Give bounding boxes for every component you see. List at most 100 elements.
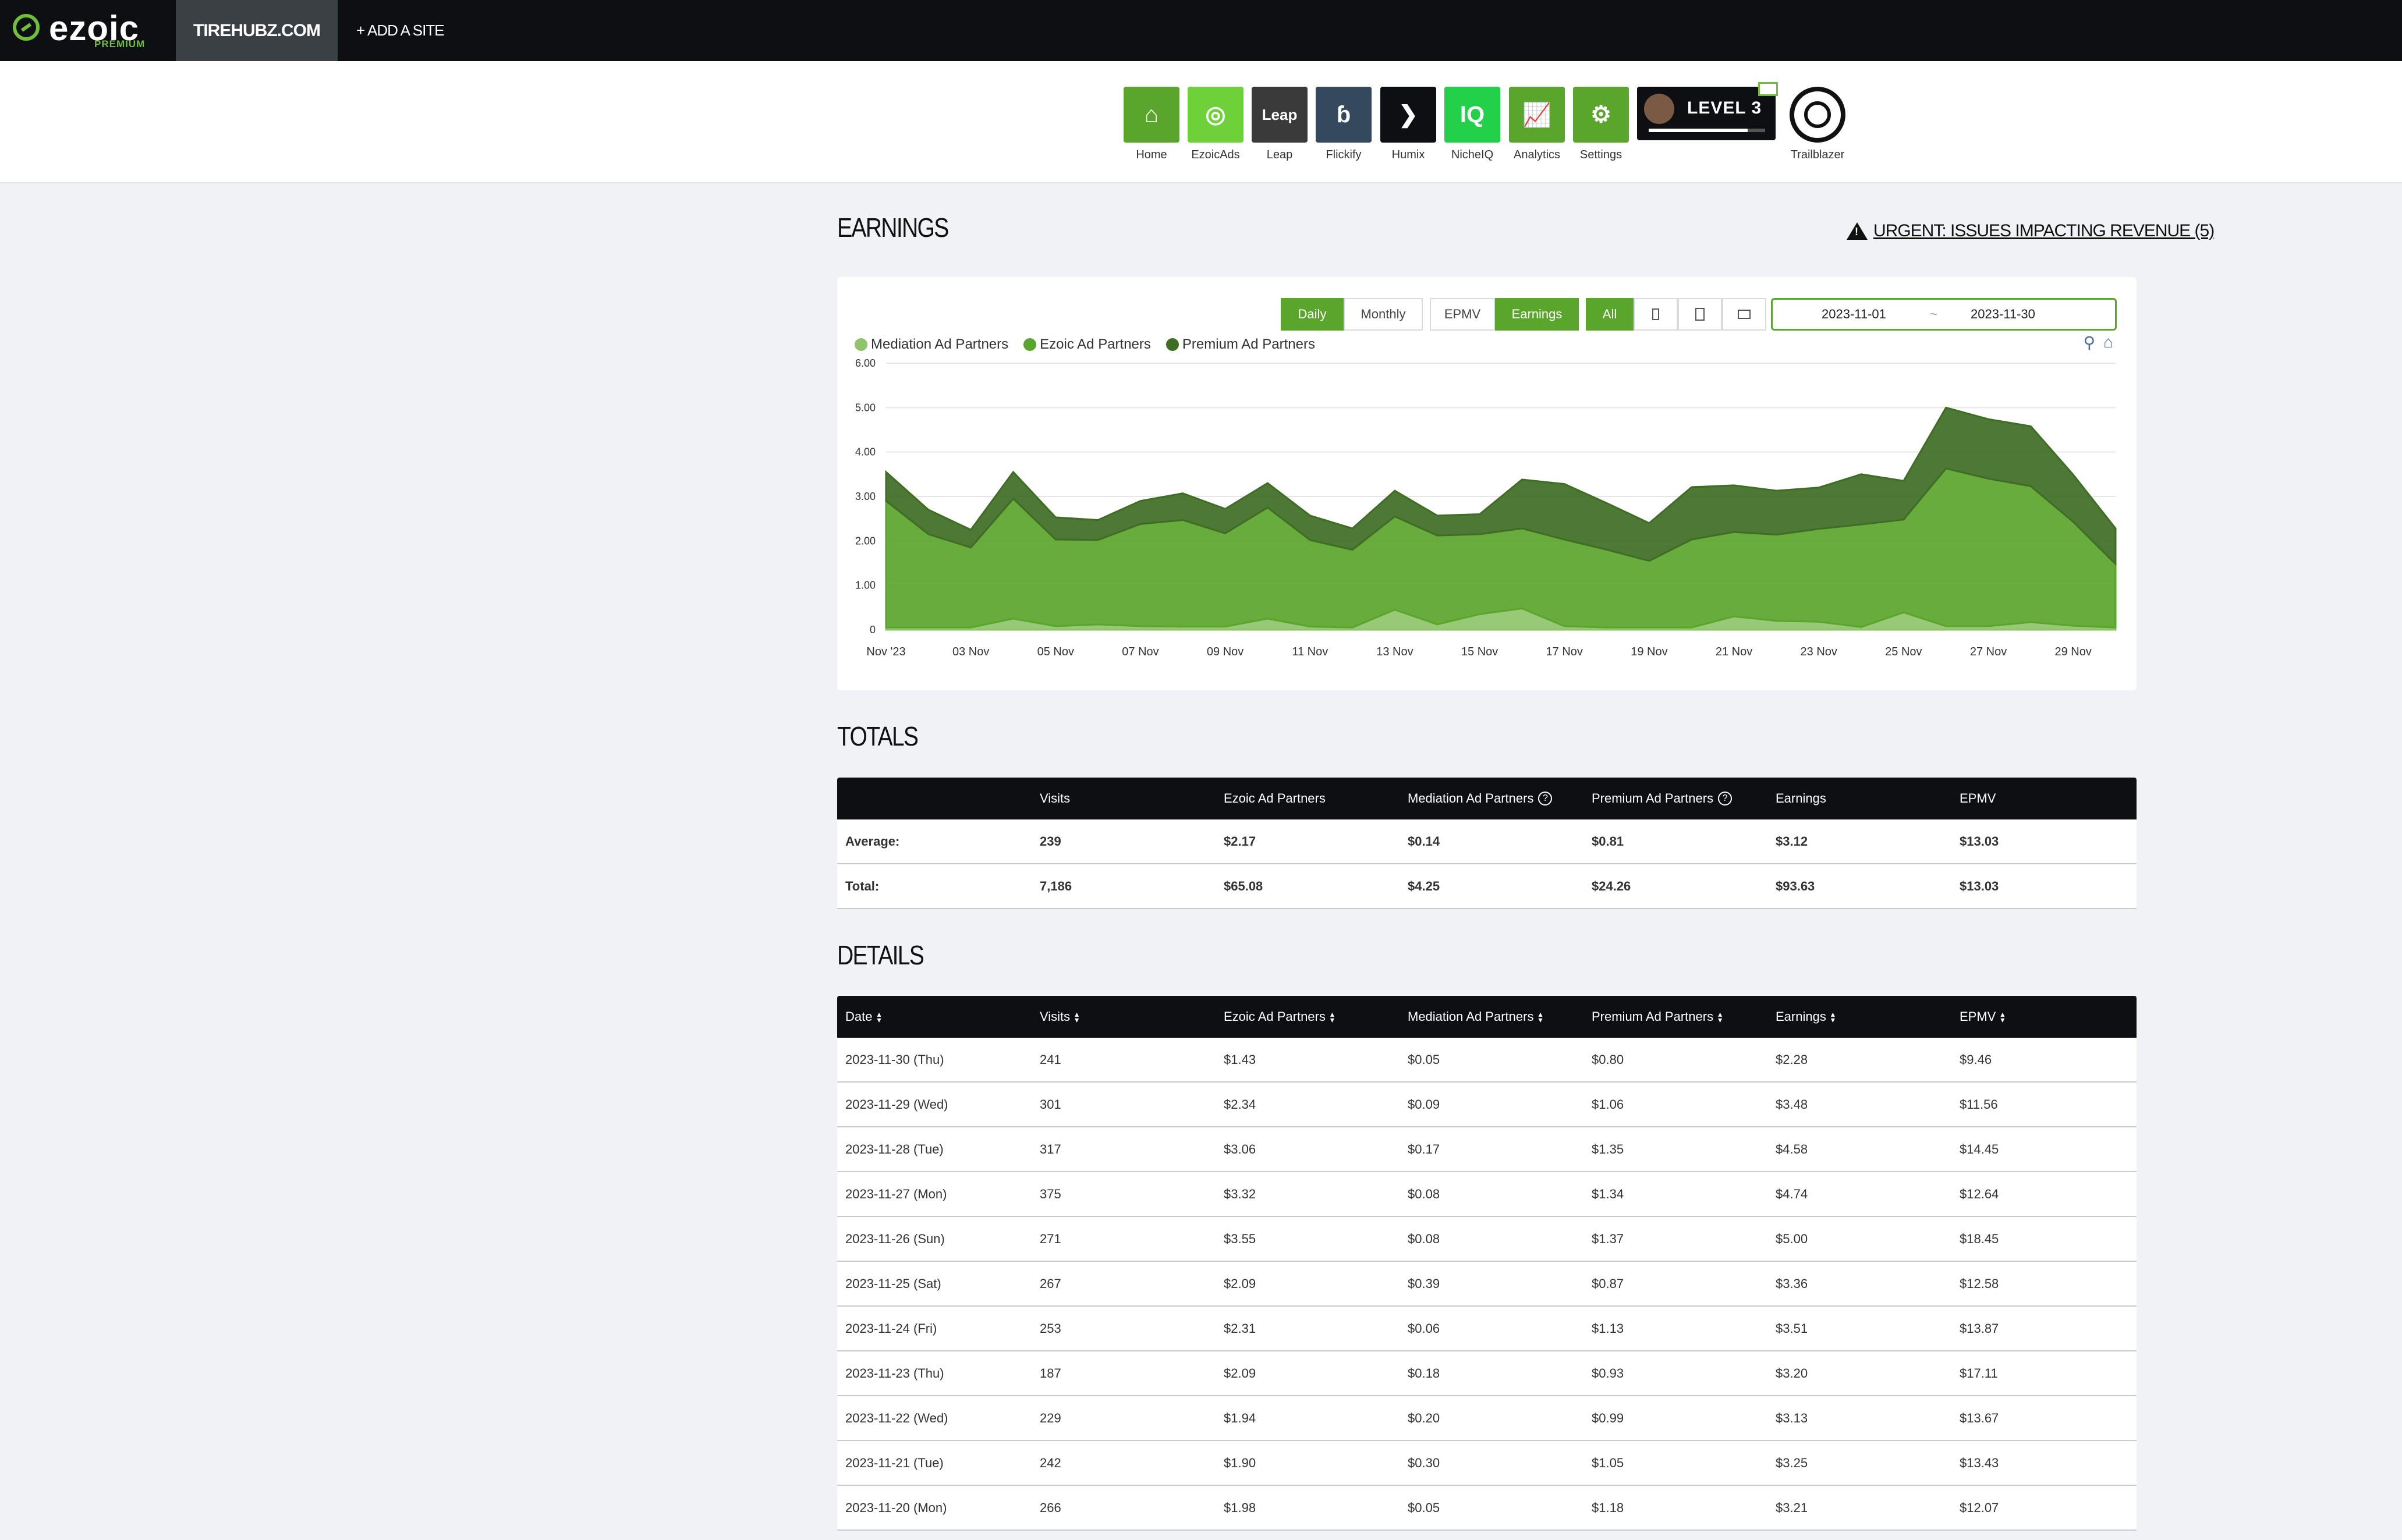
column-header[interactable]: Earnings ▴ ▾	[1767, 1009, 1951, 1024]
table-cell: $18.45	[1960, 1231, 1999, 1246]
table-row: 2023-11-21 (Tue) 242 $1.90 $0.30 $1.05 $3.25 $…	[837, 1441, 2137, 1486]
trailblazer-icon	[1790, 87, 1845, 143]
reset-zoom-home-icon[interactable]: ⌂	[2103, 333, 2113, 351]
epmv-toggle[interactable]: EPMV	[1430, 298, 1495, 331]
table-cell: $2.34	[1224, 1097, 1256, 1112]
help-icon[interactable]: ?	[1538, 792, 1553, 806]
y-tick-label: 5.00	[855, 402, 876, 413]
app-label: Leap	[1266, 148, 1293, 161]
table-cell: 242	[1040, 1455, 1061, 1470]
site-tab[interactable]: TIREHUBZ.COM	[176, 0, 338, 61]
table-row: 2023-11-22 (Wed) 229 $1.94 $0.20 $0.99 $3.13 $…	[837, 1396, 2137, 1441]
daily-toggle[interactable]: Daily	[1281, 298, 1344, 331]
app-humix[interactable]: ❯ Humix	[1380, 87, 1436, 162]
table-row: 2023-11-29 (Wed) 301 $2.34 $0.09 $1.06 $3.48 $…	[837, 1083, 2137, 1127]
table-cell: $12.58	[1960, 1276, 1999, 1291]
legend-label: Ezoic Ad Partners	[1040, 336, 1151, 352]
column-header[interactable]: Premium Ad Partners ▴ ▾	[1583, 1009, 1767, 1024]
start-date-input[interactable]: 2023-11-01	[1822, 307, 1886, 321]
app-analytics[interactable]: 📈 Analytics	[1509, 87, 1565, 162]
urgent-issues-label: URGENT: ISSUES IMPACTING REVENUE (5)	[1873, 221, 2215, 240]
app-home[interactable]: ⌂ Home	[1124, 87, 1179, 162]
details-title: DETAILS	[837, 940, 924, 970]
legend-dot	[855, 338, 867, 351]
column-header[interactable]: Visits ▴ ▾	[1032, 1009, 1216, 1024]
sort-icon[interactable]: ▴ ▾	[1538, 1009, 1543, 1024]
table-row: 2023-11-30 (Thu) 241 $1.43 $0.05 $0.80 $2.28 $…	[837, 1038, 2137, 1083]
mail-icon[interactable]	[1758, 82, 1778, 96]
table-cell: $0.08	[1408, 1186, 1440, 1201]
table-cell: $13.87	[1960, 1321, 1999, 1336]
column-header-label: Ezoic Ad Partners	[1224, 1009, 1326, 1024]
sort-icon[interactable]: ▴ ▾	[1830, 1009, 1835, 1024]
sort-icon[interactable]: ▴ ▾	[1075, 1009, 1079, 1024]
app-flickify[interactable]: ɓ Flickify	[1316, 87, 1372, 162]
x-tick-label: 15 Nov	[1461, 645, 1498, 658]
table-cell: $3.20	[1776, 1365, 1808, 1381]
table-row: 2023-11-23 (Thu) 187 $2.09 $0.18 $0.93 $3.20 $…	[837, 1351, 2137, 1396]
table-cell: $0.39	[1408, 1276, 1440, 1291]
table-cell: $2.28	[1776, 1052, 1808, 1067]
table-cell: $9.46	[1960, 1052, 1992, 1067]
series-area-premium-ad-partners[interactable]	[885, 406, 2117, 566]
add-site-link[interactable]: + ADD A SITE	[356, 22, 445, 39]
x-tick-label: Nov '23	[866, 645, 905, 658]
monthly-toggle[interactable]: Monthly	[1344, 298, 1423, 331]
table-cell: 239	[1040, 833, 1061, 849]
y-tick-label: 3.00	[855, 491, 876, 502]
zoom-icon[interactable]: ⚲	[2083, 333, 2096, 352]
app-settings[interactable]: ⚙ Settings	[1573, 87, 1629, 162]
device-all-toggle[interactable]: All	[1586, 298, 1634, 331]
ezoic-logo[interactable]: ezoic PREMIUM	[13, 8, 170, 54]
legend-item[interactable]: Ezoic Ad Partners	[1023, 336, 1151, 353]
desktop-icon	[1738, 310, 1751, 319]
ezoic-logo-icon	[13, 14, 40, 41]
sort-icon[interactable]: ▴ ▾	[877, 1009, 881, 1024]
urgent-issues-link[interactable]: URGENT: ISSUES IMPACTING REVENUE (5)	[1847, 221, 2215, 241]
column-header[interactable]: Ezoic Ad Partners ▴ ▾	[1216, 1009, 1400, 1024]
sort-icon[interactable]: ▴ ▾	[1718, 1009, 1723, 1024]
date-range-picker[interactable]: 2023-11-01 ~ 2023-11-30	[1771, 298, 2117, 331]
leap-icon: Leap	[1252, 87, 1308, 143]
table-cell: $0.18	[1408, 1365, 1440, 1381]
app-label: Analytics	[1513, 148, 1561, 161]
sort-icon[interactable]: ▴ ▾	[1330, 1009, 1334, 1024]
desktop-device-toggle[interactable]	[1722, 298, 1766, 331]
app-ezoicads[interactable]: ◎ EzoicAds	[1188, 87, 1243, 162]
column-header-label: Premium Ad Partners	[1592, 791, 1714, 806]
app-leap[interactable]: Leap Leap	[1252, 87, 1308, 162]
column-header: Visits	[1032, 791, 1216, 806]
app-bar: ⌂ Home ◎ EzoicAds Leap Leap ɓ Flickify ❯ Humix IQ N…	[0, 61, 2402, 183]
end-date-input[interactable]: 2023-11-30	[1971, 307, 2035, 321]
logo-text: ezoic	[49, 9, 140, 48]
series-area-ezoic-ad-partners[interactable]	[885, 467, 2117, 629]
table-row: 2023-11-26 (Sun) 271 $3.55 $0.08 $1.37 $5.00 $…	[837, 1217, 2137, 1262]
level-label: LEVEL 3	[1687, 98, 1762, 118]
table-cell: 2023-11-24 (Fri)	[845, 1321, 937, 1336]
trailblazer-button[interactable]: Trailblazer	[1790, 87, 1845, 162]
table-cell: 2023-11-30 (Thu)	[845, 1052, 944, 1067]
help-icon[interactable]: ?	[1718, 792, 1733, 806]
legend-item[interactable]: Premium Ad Partners	[1165, 336, 1315, 353]
warning-icon	[1847, 222, 1868, 240]
x-tick-label: 19 Nov	[1631, 645, 1667, 658]
earnings-toggle[interactable]: Earnings	[1495, 298, 1579, 331]
totals-title: TOTALS	[837, 721, 919, 751]
column-header[interactable]: EPMV ▴ ▾	[1951, 1009, 2135, 1024]
sort-icon[interactable]: ▴ ▾	[2000, 1009, 2005, 1024]
table-cell: $3.13	[1776, 1410, 1808, 1425]
mobile-device-toggle[interactable]	[1634, 298, 1678, 331]
app-label: Home	[1136, 148, 1167, 161]
table-cell: $0.80	[1592, 1052, 1624, 1067]
table-cell: $4.58	[1776, 1141, 1808, 1156]
level-badge[interactable]: LEVEL 3	[1637, 82, 1778, 140]
legend-item[interactable]: Mediation Ad Partners	[855, 336, 1008, 353]
column-header[interactable]: Mediation Ad Partners ▴ ▾	[1400, 1009, 1583, 1024]
table-cell: $0.81	[1592, 833, 1624, 849]
table-cell: $0.93	[1592, 1365, 1624, 1381]
app-nicheiq[interactable]: IQ NicheIQ	[1444, 87, 1500, 162]
tablet-device-toggle[interactable]	[1678, 298, 1722, 331]
table-cell: $13.67	[1960, 1410, 1999, 1425]
mobile-icon	[1652, 308, 1659, 320]
column-header[interactable]: Date ▴ ▾	[837, 1009, 1032, 1024]
